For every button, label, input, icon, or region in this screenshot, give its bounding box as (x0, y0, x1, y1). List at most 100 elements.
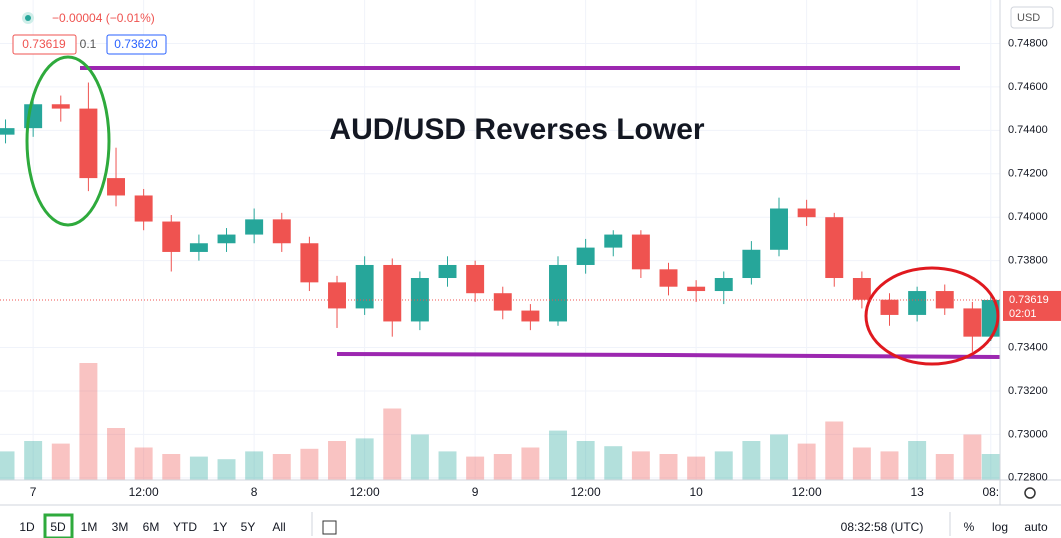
range-button[interactable]: All (272, 520, 285, 534)
scale-option[interactable]: log (992, 520, 1008, 534)
candle-body (935, 291, 954, 309)
candle-body (687, 286, 706, 292)
x-tick-label: 8 (251, 485, 258, 499)
range-button[interactable]: 5Y (241, 520, 256, 534)
highlight-ellipse (864, 266, 1000, 366)
volume-bar (438, 451, 457, 480)
candle-body (797, 208, 816, 218)
y-tick-label: 0.74000 (1008, 211, 1048, 223)
candle-body (852, 278, 871, 300)
settings-icon[interactable] (1024, 487, 1036, 499)
buy-price[interactable]: 0.73620 (114, 37, 158, 51)
volume-bar (0, 451, 15, 480)
candle-body (770, 208, 788, 250)
x-tick-label: 13 (910, 485, 924, 499)
range-button[interactable]: 1D (19, 520, 35, 534)
volume-bar (217, 459, 236, 480)
volume-bar (300, 448, 319, 480)
sell-price[interactable]: 0.73619 (22, 37, 66, 51)
volume-bar (134, 447, 153, 480)
candle-body (383, 264, 402, 322)
candle-body (576, 247, 595, 265)
grid (0, 0, 1000, 480)
candle-body (79, 108, 98, 179)
x-tick-label: 10 (689, 485, 703, 499)
spread: 0.1 (80, 37, 97, 51)
candle-body (714, 278, 733, 292)
volume-bar (189, 456, 208, 480)
selected-range (43, 513, 74, 538)
candle-body (107, 178, 125, 196)
range-button[interactable]: 3M (112, 520, 129, 534)
clock: 08:32:58 (UTC) (841, 520, 924, 534)
candle-body (963, 308, 982, 337)
candle-body (300, 243, 319, 283)
volume-bar (576, 441, 595, 480)
scale-option[interactable]: auto (1024, 520, 1048, 534)
x-tick-label: 08: (982, 485, 999, 499)
y-tick-label: 0.74400 (1008, 124, 1048, 136)
sell-box[interactable] (12, 34, 77, 55)
candle-body (604, 234, 623, 248)
volume-layer (0, 363, 1000, 480)
volume-bar (162, 454, 181, 480)
volume-bar (107, 428, 125, 480)
last-price-tag (1003, 290, 1061, 321)
y-tick-label: 0.73800 (1008, 255, 1048, 267)
candle-body (521, 310, 540, 322)
candle-body (134, 195, 153, 222)
candle-body (631, 234, 650, 270)
candle-body (825, 217, 844, 279)
volume-bar (631, 451, 650, 480)
volume-bar (521, 447, 540, 480)
countdown: 02:01 (1009, 308, 1037, 320)
y-tick-label: 0.73200 (1008, 385, 1048, 397)
candle-body (466, 264, 485, 294)
currency-button[interactable] (1010, 6, 1054, 29)
scale-option[interactable]: % (964, 520, 975, 534)
support-line (336, 352, 669, 357)
last-price-label: 0.73619 (1009, 294, 1049, 306)
candle-body (880, 299, 899, 315)
candle-body (493, 293, 512, 311)
highlight-ellipse (25, 55, 111, 227)
range-button[interactable]: YTD (173, 520, 197, 534)
volume-bar (825, 421, 844, 480)
range-button[interactable]: 1Y (213, 520, 228, 534)
x-tick-label: 12:00 (129, 485, 159, 499)
volume-bar (797, 443, 816, 480)
candle-body (438, 264, 457, 279)
currency-label[interactable]: USD (1017, 12, 1040, 24)
candle-body (51, 104, 70, 109)
y-tick-label: 0.74800 (1008, 37, 1048, 49)
candle-body (549, 264, 567, 322)
volume-bar (981, 454, 1000, 480)
y-tick-label: 0.73000 (1008, 428, 1048, 440)
volume-bar (79, 363, 98, 480)
volume-bar (549, 430, 567, 480)
candle-body (189, 243, 208, 252)
volume-bar (355, 438, 374, 480)
volume-bar (935, 454, 954, 480)
x-tick-label: 9 (472, 485, 479, 499)
candle-body (908, 291, 927, 315)
volume-bar (245, 451, 264, 480)
x-tick-label: 7 (30, 485, 37, 499)
volume-bar (908, 441, 927, 480)
buy-box[interactable] (106, 34, 167, 55)
range-button[interactable]: 5D (50, 520, 66, 534)
range-button[interactable]: 6M (143, 520, 160, 534)
x-tick-label: 12:00 (350, 485, 380, 499)
price-change: −0.00004 (−0.01%) (52, 11, 155, 25)
date-range-icon[interactable] (322, 520, 337, 535)
range-button[interactable]: 1M (81, 520, 98, 534)
candle-body (659, 269, 678, 287)
volume-bar (272, 454, 291, 480)
volume-bar (714, 451, 733, 480)
volume-bar (852, 447, 871, 480)
x-tick-label: 12:00 (792, 485, 822, 499)
y-tick-label: 0.74600 (1008, 81, 1048, 93)
volume-bar (466, 456, 485, 480)
volume-bar (963, 434, 982, 480)
